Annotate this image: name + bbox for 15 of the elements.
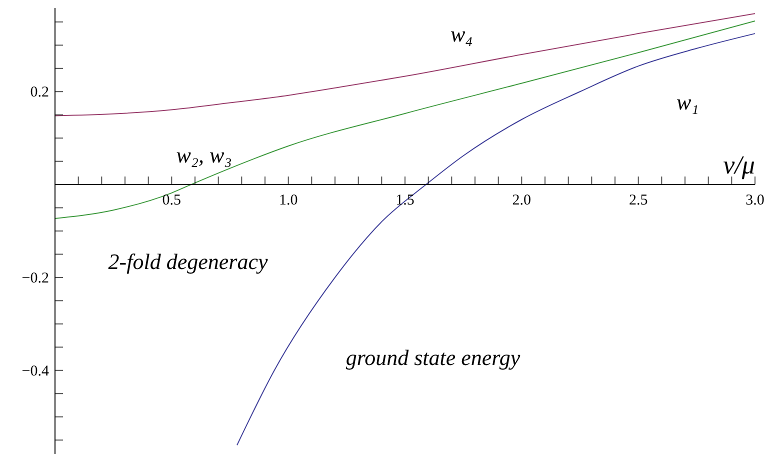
annotation: ground state energy — [346, 345, 520, 370]
x-axis-title: ν/μ — [723, 150, 755, 180]
series-label: w₂, w₃ — [176, 142, 232, 168]
y-tick-label: −0.2 — [22, 270, 49, 286]
x-tick-label: 3.0 — [746, 192, 764, 209]
series-label: w₄ — [450, 21, 473, 46]
line-series — [54, 13, 756, 116]
y-tick-label: 0.2 — [30, 84, 49, 101]
y-tick-label: −0.4 — [22, 363, 50, 380]
x-tick-label: 0.5 — [162, 192, 182, 209]
annotation: 2-fold degeneracy — [108, 249, 268, 274]
x-tick-label: 1.0 — [278, 192, 298, 209]
x-tick-label: 2.0 — [512, 192, 532, 209]
series-label: w₁ — [676, 89, 699, 114]
x-tick-label: 2.5 — [628, 192, 648, 209]
